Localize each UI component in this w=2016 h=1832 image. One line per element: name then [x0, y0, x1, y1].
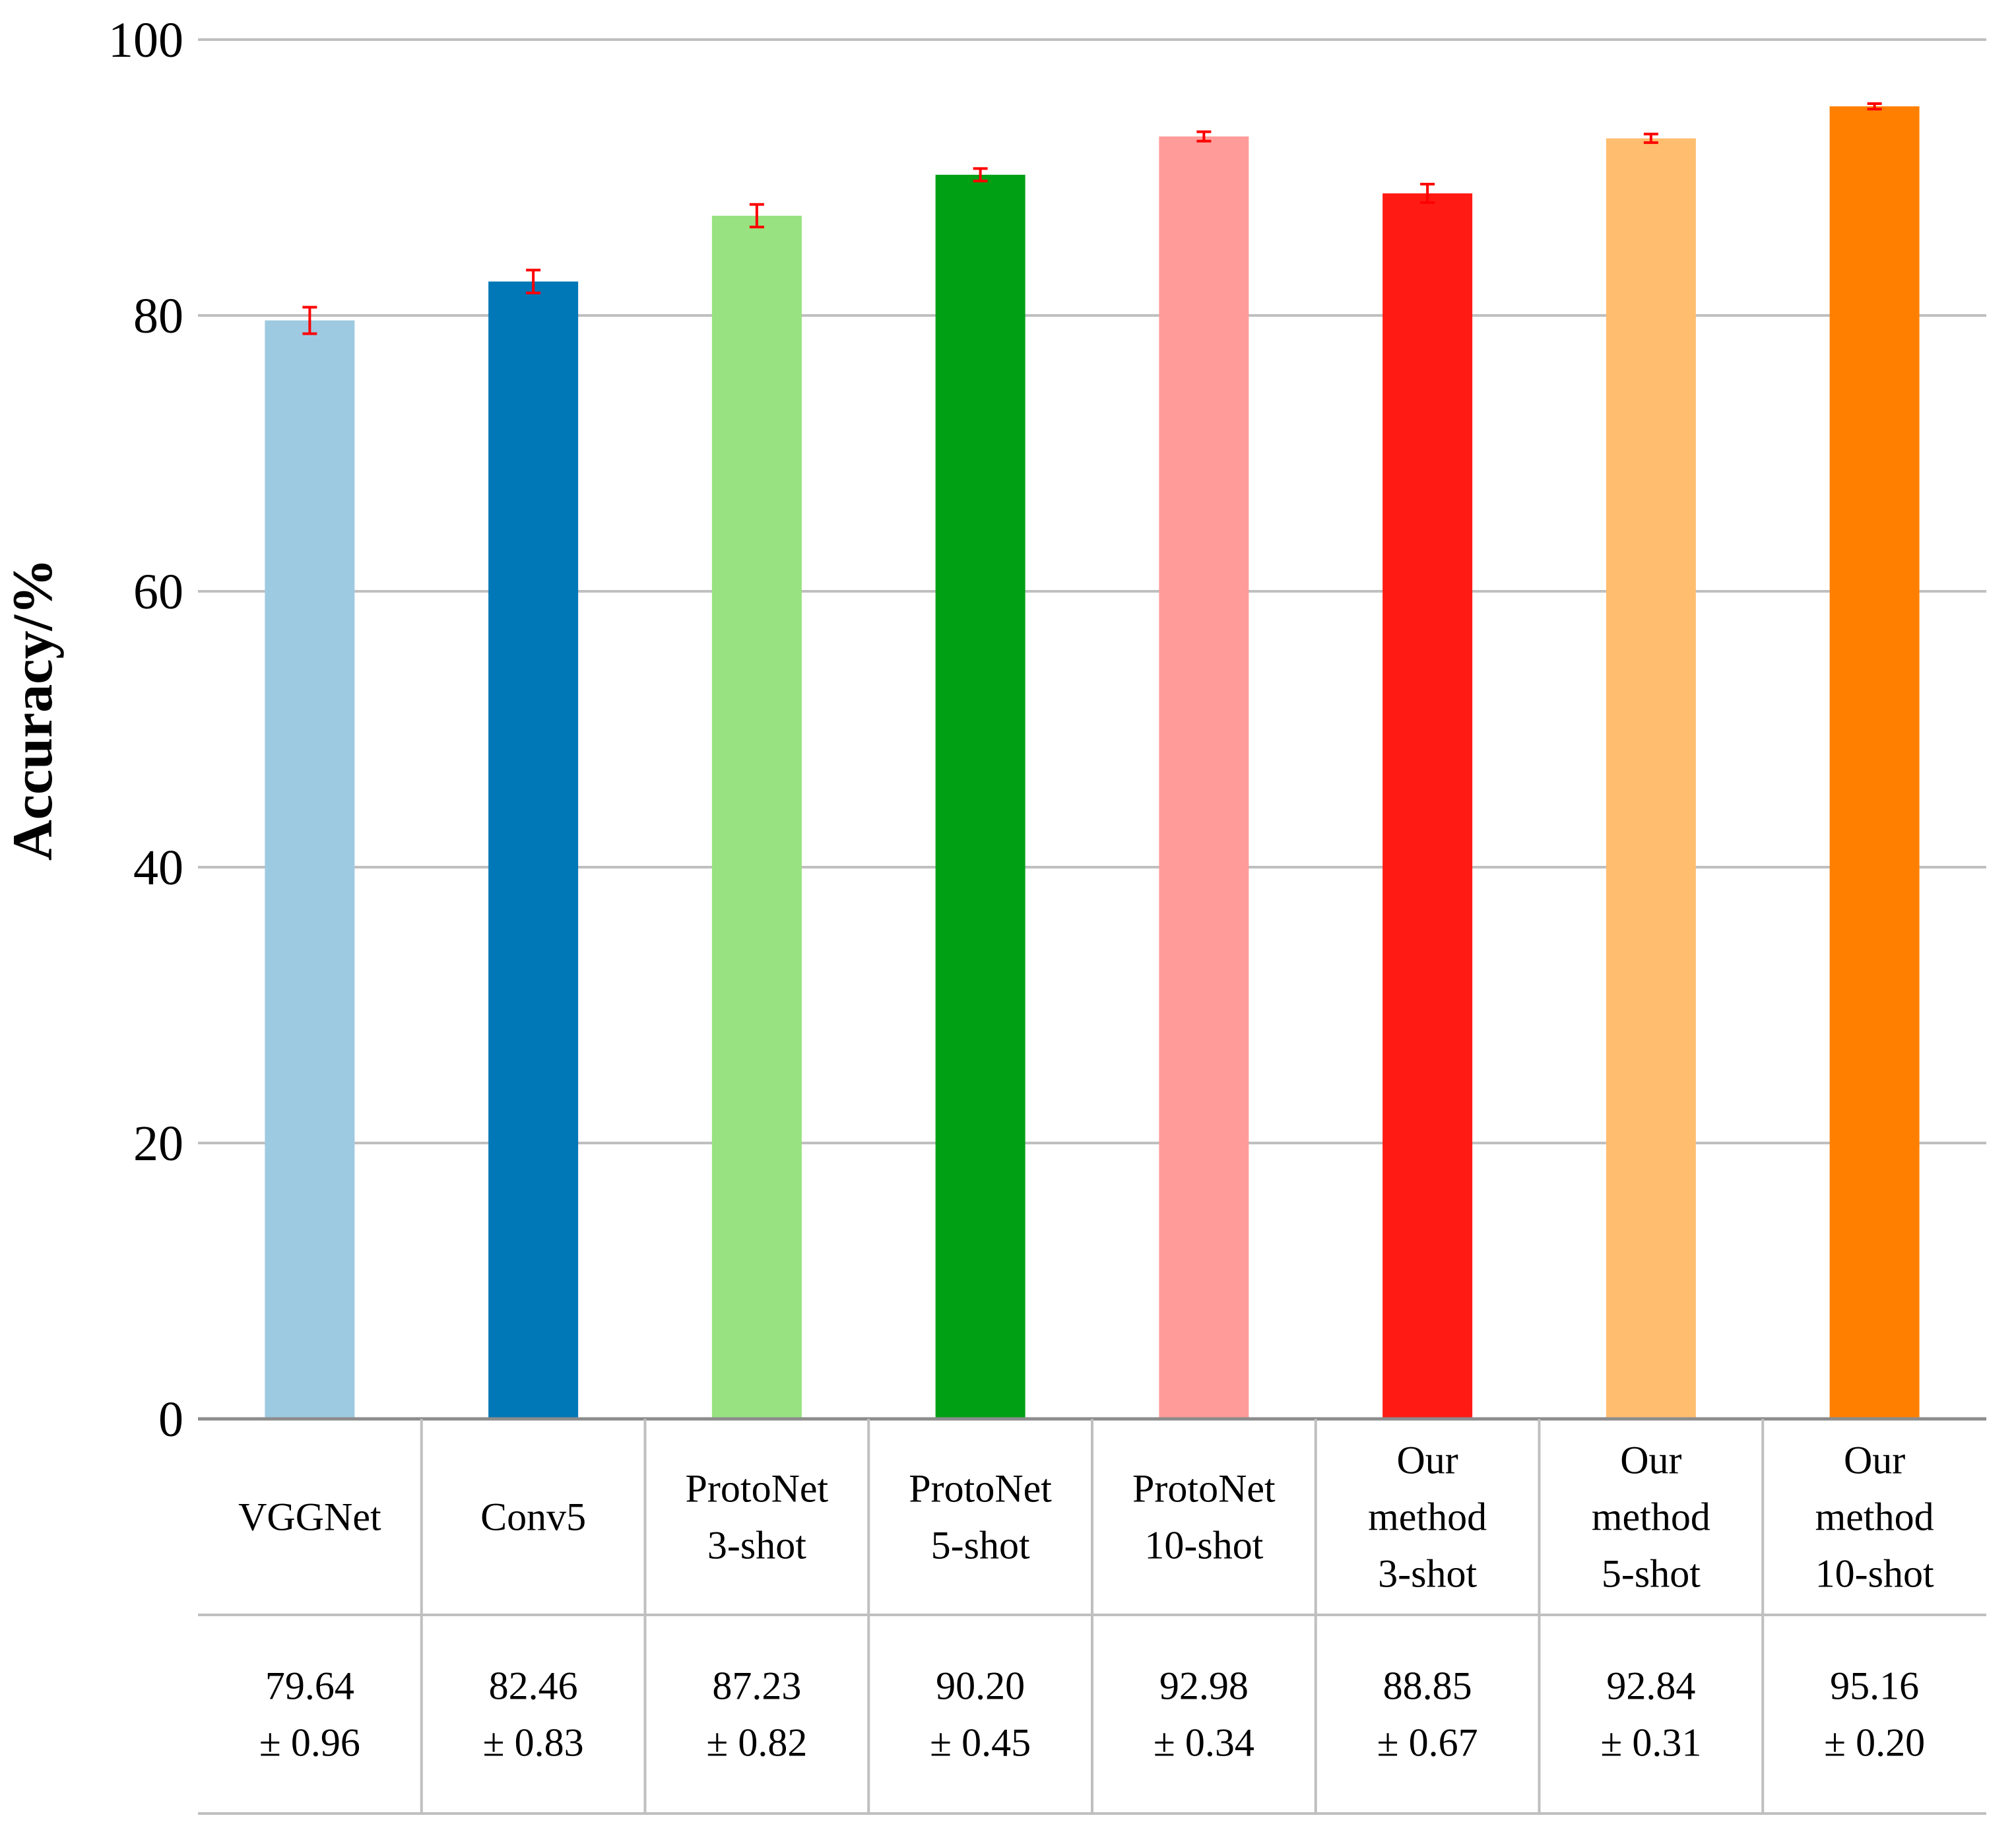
y-tick-label: 20	[133, 1116, 183, 1171]
y-tick-label: 0	[158, 1392, 183, 1447]
value-label: 88.85 ± 0.67	[1377, 1664, 1478, 1765]
y-tick-label: 80	[133, 288, 183, 344]
y-axis-title: Accuracy/%	[1, 558, 64, 861]
gridlines	[198, 38, 1986, 1144]
bar	[1829, 106, 1920, 1419]
value-label: 82.46 ± 0.83	[483, 1664, 584, 1765]
bar	[935, 174, 1025, 1419]
value-label: 90.20 ± 0.45	[930, 1664, 1031, 1765]
y-axis: 0 20 40 60 80 100	[108, 13, 1986, 1447]
value-label: 92.84 ± 0.31	[1600, 1664, 1701, 1765]
error-bar	[973, 167, 988, 183]
category-label: VGGNet	[238, 1495, 381, 1539]
category-label: Our method 5-shot	[1592, 1439, 1710, 1596]
category-label: Our method 3-shot	[1368, 1439, 1487, 1596]
bar	[711, 215, 802, 1419]
y-tick-label: 60	[133, 564, 183, 620]
category-label: Conv5	[480, 1495, 586, 1539]
error-bar	[749, 203, 764, 229]
bar	[1159, 136, 1249, 1419]
bars	[265, 106, 1920, 1420]
value-label: 95.16 ± 0.20	[1824, 1664, 1925, 1765]
value-label: 87.23 ± 0.82	[706, 1664, 807, 1765]
bar	[488, 281, 579, 1420]
error-bar	[1196, 130, 1212, 143]
error-bar	[1867, 102, 1882, 111]
y-tick-label: 40	[133, 840, 183, 896]
category-label: ProtoNet 5-shot	[909, 1467, 1052, 1567]
value-label: 92.98 ± 0.34	[1154, 1664, 1254, 1765]
bar	[265, 320, 355, 1420]
category-label: ProtoNet 10-shot	[1132, 1467, 1276, 1567]
error-bar	[302, 306, 317, 335]
category-label: ProtoNet 3-shot	[686, 1467, 829, 1567]
bar	[1606, 138, 1696, 1419]
category-label: Our method 10-shot	[1815, 1439, 1934, 1596]
error-bars	[302, 102, 1882, 335]
error-bar	[526, 269, 541, 294]
error-bar	[1643, 133, 1658, 145]
data-table: VGGNet Conv5 ProtoNet 3-shot ProtoNet 5-shot P…	[198, 1419, 1986, 1815]
y-tick-label: 100	[108, 13, 183, 68]
value-label: 79.64 ± 0.96	[259, 1664, 360, 1765]
error-bar	[1420, 183, 1435, 205]
bar	[1382, 193, 1473, 1419]
